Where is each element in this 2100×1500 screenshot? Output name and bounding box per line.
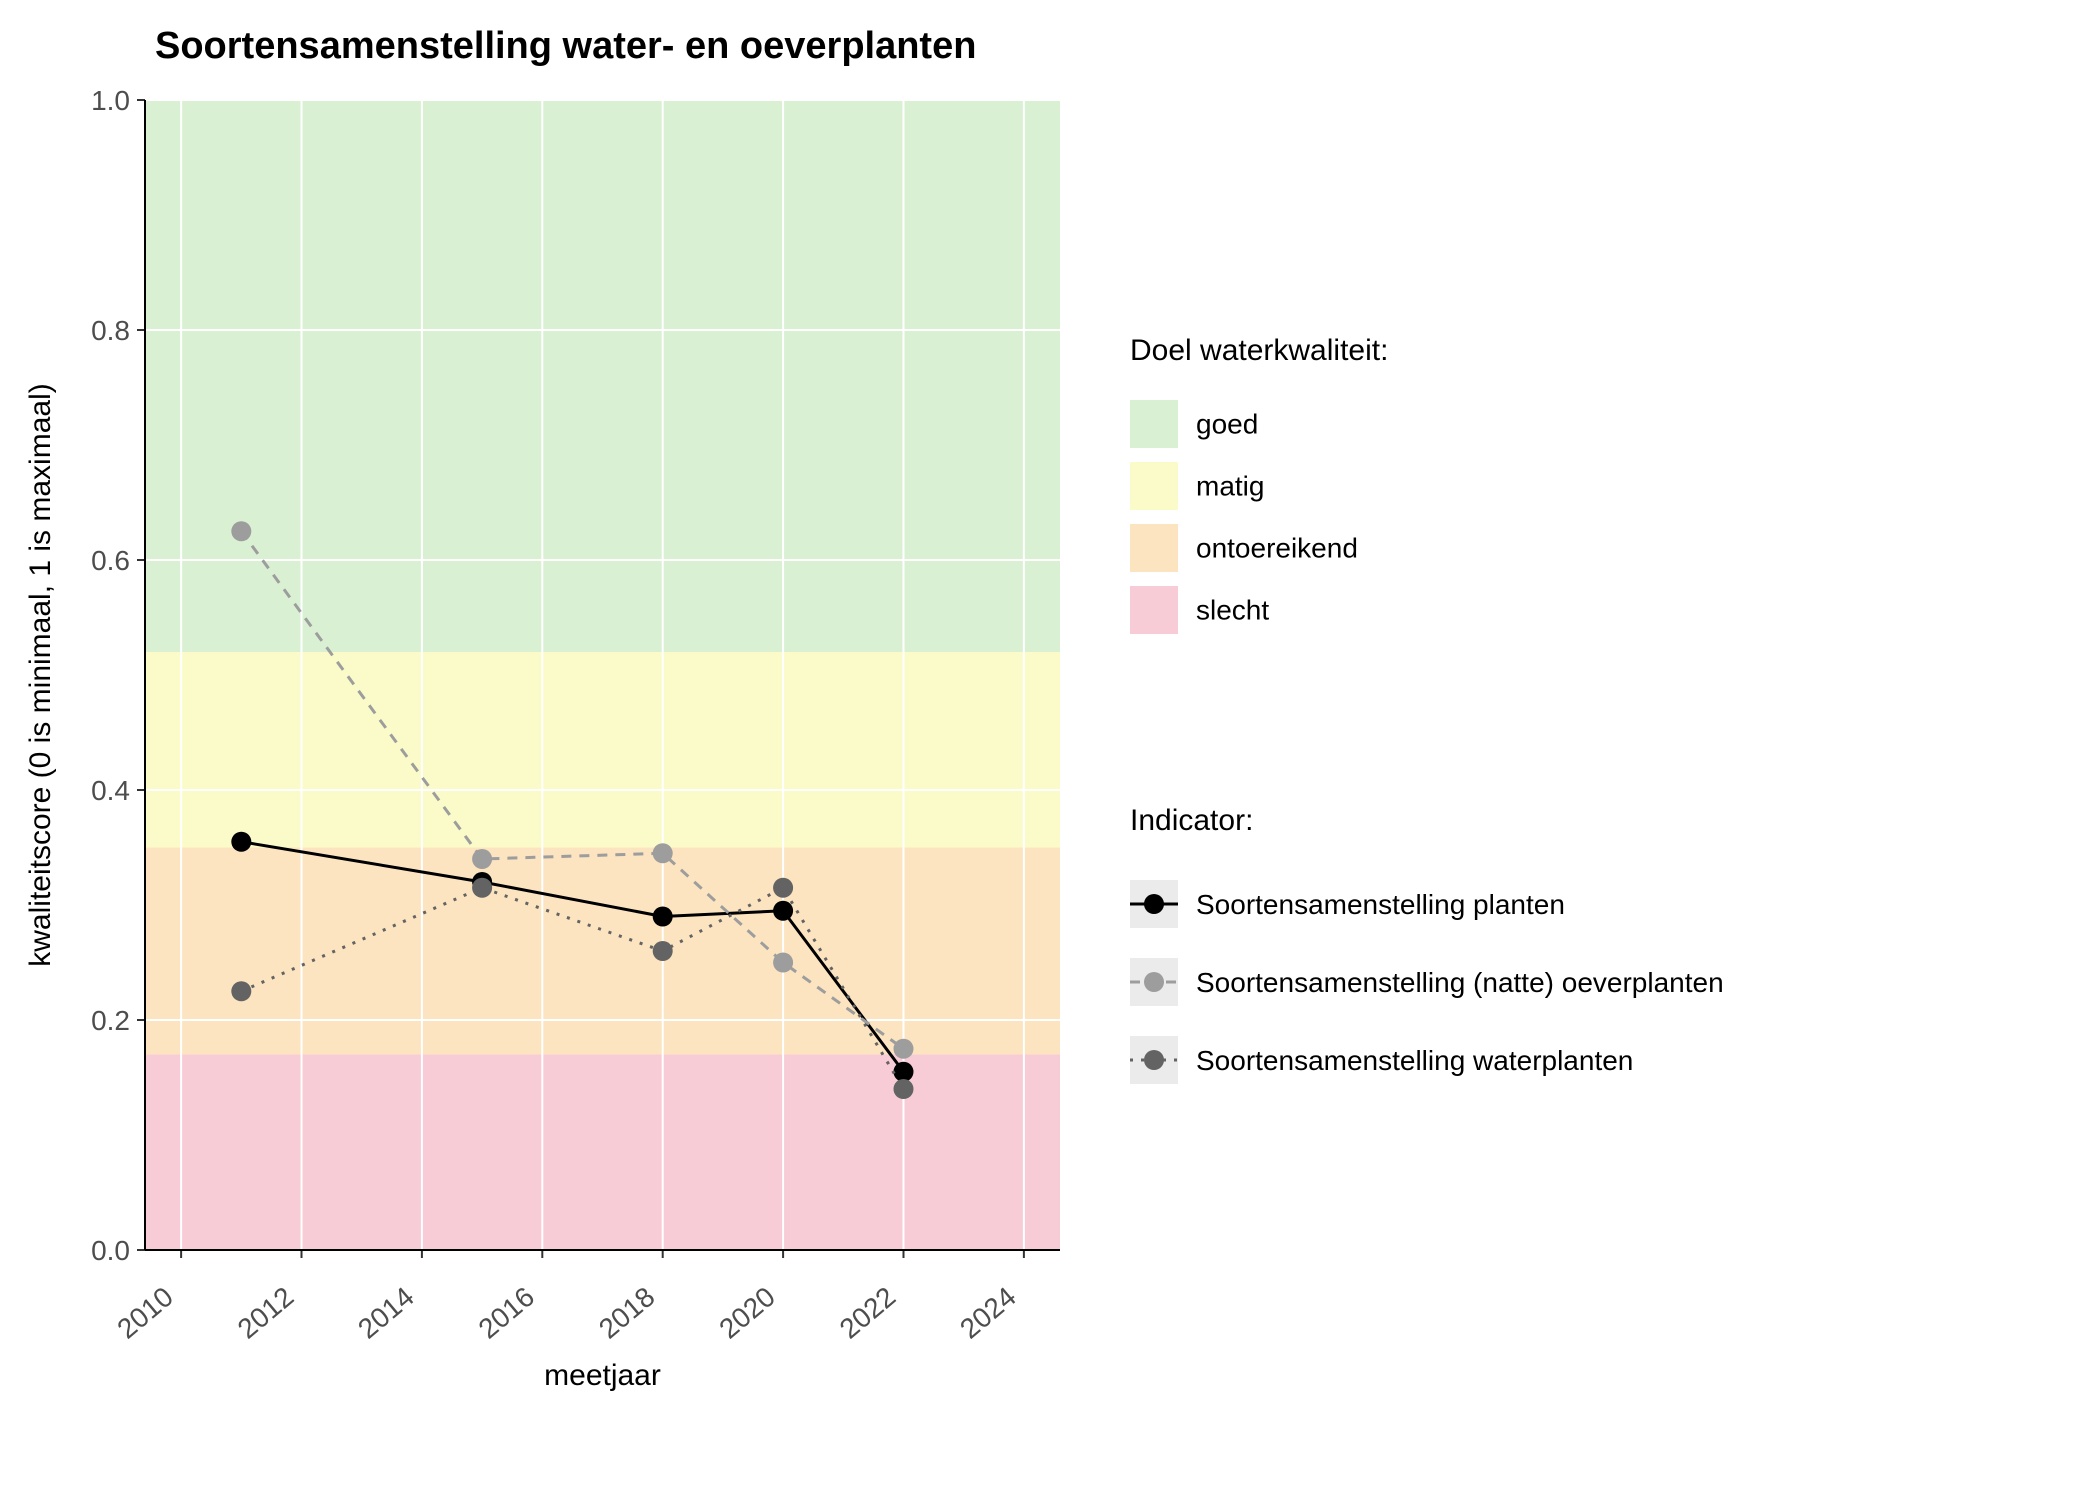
chart-container: { "chart": { "type": "line", "title": "S… [0, 0, 2100, 1500]
legend-band-label: matig [1196, 471, 1264, 502]
xtick-label: 2018 [593, 1281, 661, 1345]
xtick-label: 2020 [713, 1281, 781, 1345]
ytick-label: 0.6 [91, 545, 130, 576]
legend-series-label: Soortensamenstelling waterplanten [1196, 1045, 1633, 1076]
data-point [773, 878, 793, 898]
quality-band [145, 100, 1060, 652]
xtick-label: 2010 [111, 1281, 179, 1345]
data-point [653, 843, 673, 863]
xtick-label: 2016 [473, 1281, 541, 1345]
xtick-label: 2022 [834, 1281, 902, 1345]
xtick-label: 2012 [232, 1281, 300, 1345]
legend-bands-title: Doel waterkwaliteit: [1130, 334, 1388, 367]
legend-marker [1144, 894, 1164, 914]
legend-swatch [1130, 586, 1178, 634]
legend-band-label: ontoereikend [1196, 533, 1358, 564]
ytick-label: 0.4 [91, 775, 130, 806]
legend-band-label: slecht [1196, 595, 1269, 626]
legend-band-label: goed [1196, 409, 1258, 440]
data-point [472, 849, 492, 869]
ytick-label: 0.8 [91, 315, 130, 346]
x-axis-label: meetjaar [544, 1359, 661, 1392]
ytick-label: 0.2 [91, 1005, 130, 1036]
xtick-label: 2014 [352, 1281, 420, 1345]
data-point [773, 953, 793, 973]
data-point [231, 981, 251, 1001]
legend-marker [1144, 972, 1164, 992]
quality-band [145, 1055, 1060, 1251]
legend-series-title: Indicator: [1130, 804, 1253, 837]
data-point [231, 832, 251, 852]
data-point [893, 1062, 913, 1082]
legend-swatch [1130, 400, 1178, 448]
legend-swatch [1130, 462, 1178, 510]
data-point [893, 1039, 913, 1059]
legend-marker [1144, 1050, 1164, 1070]
ytick-label: 1.0 [91, 85, 130, 116]
xtick-label: 2024 [954, 1281, 1022, 1345]
data-point [773, 901, 793, 921]
quality-band [145, 848, 1060, 1055]
y-axis-label: kwaliteitscore (0 is minimaal, 1 is maxi… [24, 383, 57, 966]
data-point [653, 941, 673, 961]
legend-series-label: Soortensamenstelling planten [1196, 889, 1565, 920]
data-point [231, 521, 251, 541]
data-point [472, 878, 492, 898]
quality-band [145, 652, 1060, 848]
data-point [653, 907, 673, 927]
ytick-label: 0.0 [91, 1235, 130, 1266]
chart-svg: Soortensamenstelling water- en oeverplan… [0, 0, 2100, 1500]
legend-swatch [1130, 524, 1178, 572]
legend-series-label: Soortensamenstelling (natte) oeverplante… [1196, 967, 1724, 998]
data-point [893, 1079, 913, 1099]
chart-title: Soortensamenstelling water- en oeverplan… [155, 25, 976, 67]
